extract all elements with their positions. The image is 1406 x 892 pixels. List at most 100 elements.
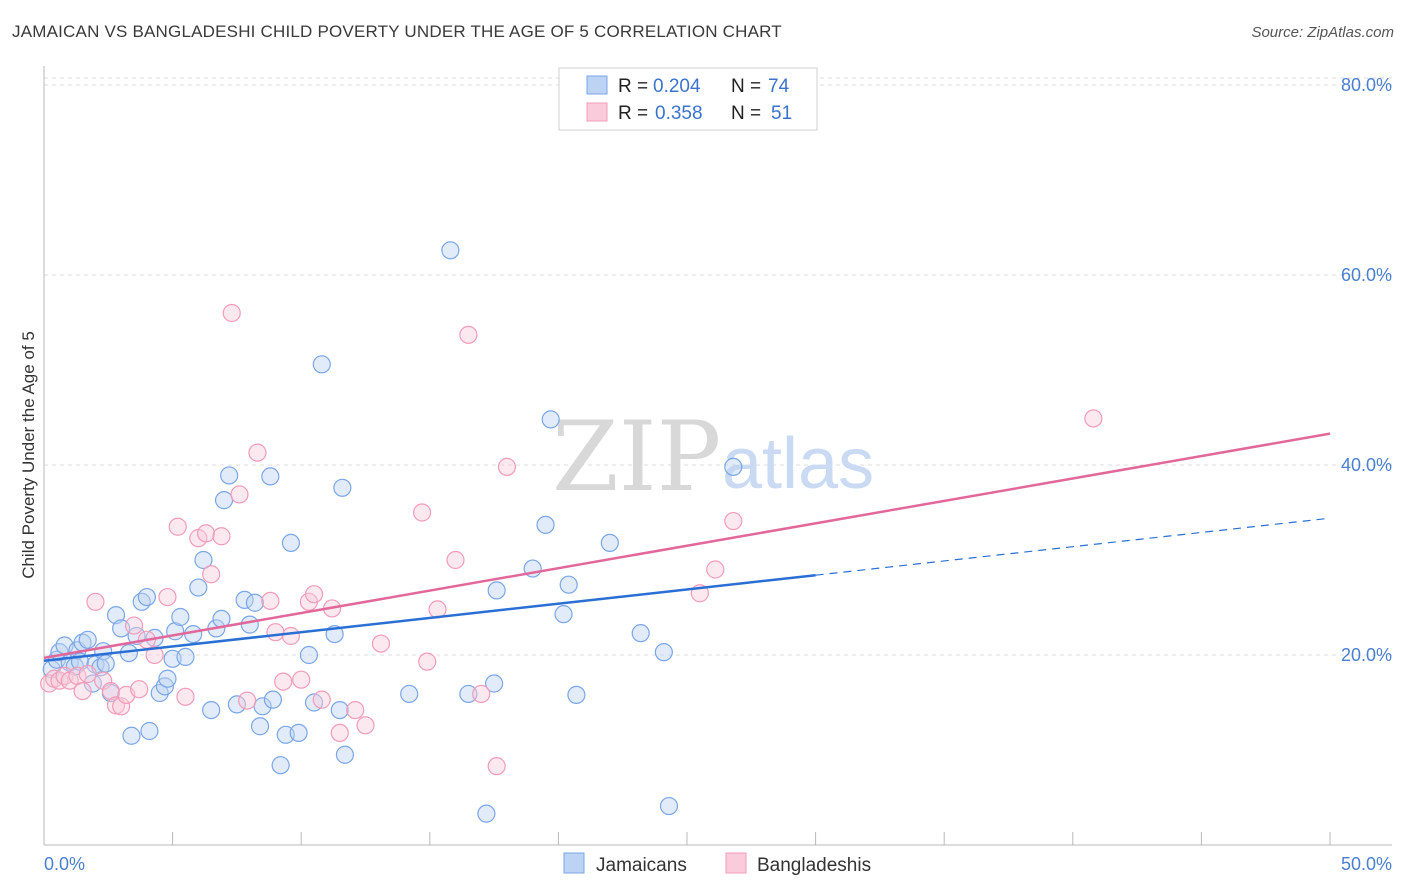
legend-r-label-jamaicans: R = [618, 76, 648, 97]
jamaican-point [559, 575, 578, 594]
bangladeshi-point [371, 634, 391, 653]
jamaican-point [554, 605, 573, 624]
jamaican-point [240, 615, 259, 634]
jamaican-point [441, 241, 460, 260]
bottom-legend-jamaicans: Jamaicans [596, 855, 687, 876]
bangladeshi-point [346, 700, 365, 720]
legend-n-label-bangladeshis: N = [731, 103, 761, 124]
bangladeshi-point [101, 681, 120, 701]
legend-box: R = 0.204 N = 74 R = 0.358 N = 51 [558, 67, 818, 131]
bangladeshi-point [158, 587, 177, 607]
bangladeshi-point [230, 485, 249, 504]
jamaican-point [83, 674, 102, 693]
bangladeshi-point [266, 623, 285, 642]
bangladeshi-point [312, 690, 331, 709]
bottom-legend: Jamaicans Bangladeshis [563, 852, 871, 876]
jamaican-point [724, 457, 743, 476]
jamaican-point [477, 804, 496, 823]
jamaican-point [281, 533, 301, 553]
legend-r-label-bangladeshis: R = [618, 103, 648, 124]
jamaican-point [250, 717, 270, 736]
bangladeshi-point [724, 511, 743, 531]
legend-swatch-jamaicans [586, 75, 608, 95]
jamaican-point [289, 723, 308, 743]
bangladeshi-point [222, 303, 241, 323]
jamaicans-points [42, 241, 743, 823]
jamaican-point [335, 745, 355, 764]
jamaican-point [485, 674, 504, 693]
jamaican-point [78, 630, 97, 649]
jamaicans-trend-line [43, 573, 816, 662]
chart-source: Source: ZipAtlas.com [1251, 24, 1394, 41]
bottom-legend-swatch-bangladeshis [725, 852, 747, 874]
x-axis-ticks [43, 832, 1331, 845]
y-tick-label: 60.0% [1341, 265, 1392, 285]
watermark-atlas: atlas [722, 424, 874, 504]
jamaican-point [158, 669, 177, 688]
bangladeshi-point [130, 680, 149, 699]
jamaican-point [122, 726, 141, 745]
jamaican-point [312, 355, 331, 374]
bangladeshi-point [292, 670, 311, 689]
bangladeshi-point [212, 527, 231, 546]
bangladeshi-point [412, 503, 432, 522]
bangladeshi-point [86, 592, 105, 611]
jamaican-point [227, 695, 246, 714]
bangladeshi-point [196, 524, 216, 543]
jamaican-point [171, 607, 190, 627]
bangladeshi-point [112, 697, 131, 716]
bangladeshi-point [459, 325, 478, 344]
bangladeshi-point [497, 457, 517, 476]
bangladeshi-point [145, 645, 164, 665]
jamaican-point [400, 684, 419, 704]
jamaican-point [189, 578, 208, 597]
y-tick-labels: 20.0% 40.0% 60.0% 80.0% [1341, 75, 1392, 665]
jamaican-point [330, 700, 349, 720]
bangladeshi-point [418, 652, 437, 671]
y-tick-label: 40.0% [1341, 455, 1392, 475]
x-tick-label-min: 0.0% [44, 854, 85, 874]
jamaican-point [487, 581, 506, 600]
jamaican-point [235, 590, 254, 610]
jamaican-point [140, 721, 159, 741]
jamaican-point [567, 685, 586, 705]
bangladeshi-point [238, 691, 257, 710]
legend-r-value-jamaicans: 0.204 [653, 76, 701, 97]
bangladeshi-point [176, 687, 195, 706]
bangladeshi-point [446, 550, 465, 570]
bangladeshi-point [78, 664, 97, 684]
jamaican-point [541, 410, 560, 429]
jamaican-point [271, 756, 290, 775]
bangladeshi-point [706, 560, 725, 579]
chart-title: JAMAICAN VS BANGLADESHI CHILD POVERTY UN… [12, 22, 782, 41]
jamaican-point [220, 466, 239, 485]
bangladeshi-point [274, 672, 293, 691]
bangladeshi-point [1084, 409, 1103, 428]
bangladeshis-trend-line [43, 432, 1331, 660]
trend-lines [43, 432, 1331, 662]
legend-swatch-bangladeshis [586, 102, 608, 122]
legend-n-value-bangladeshis: 51 [771, 103, 792, 124]
bangladeshis-points [40, 303, 1103, 776]
jamaican-point [600, 533, 619, 553]
jamaican-point [194, 550, 213, 570]
jamaican-point [631, 624, 650, 643]
jamaicans-trend-extension [815, 517, 1331, 576]
y-tick-label: 80.0% [1341, 75, 1392, 95]
jamaican-point [137, 587, 156, 607]
bangladeshi-point [356, 716, 375, 735]
legend-n-value-jamaicans: 74 [768, 76, 790, 97]
jamaican-point [659, 796, 679, 816]
bangladeshi-point [124, 616, 144, 635]
bottom-legend-swatch-jamaicans [563, 852, 585, 874]
jamaican-point [214, 491, 234, 510]
watermark-zip: ZIP [552, 401, 721, 513]
bangladeshi-point [487, 757, 506, 776]
jamaican-point [245, 593, 265, 612]
bangladeshi-point [281, 626, 301, 646]
bangladeshi-point [472, 684, 491, 704]
jamaican-point [263, 690, 283, 709]
legend-r-value-bangladeshis: 0.358 [655, 103, 703, 124]
jamaican-point [299, 645, 319, 665]
